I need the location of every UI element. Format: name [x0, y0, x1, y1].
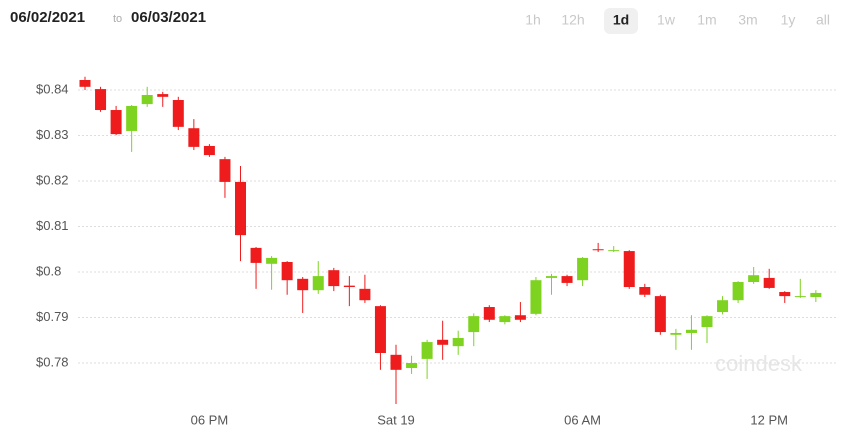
- candle-body: [577, 257, 589, 281]
- x-tick-label: 12 PM: [750, 412, 788, 427]
- y-tick-label: $0.82: [36, 172, 69, 187]
- candle-body: [717, 300, 729, 313]
- candle-body: [592, 249, 604, 251]
- candle-body: [546, 276, 557, 278]
- y-tick-label: $0.78: [36, 354, 69, 369]
- candle-body: [468, 316, 480, 333]
- x-tick-label: Sat 19: [377, 412, 415, 427]
- range-button[interactable]: 3m: [738, 12, 757, 28]
- candle-body: [654, 296, 666, 333]
- candle-body: [374, 306, 386, 353]
- x-tick-label: 06 PM: [191, 412, 229, 427]
- candle-body: [499, 316, 511, 323]
- candle-body: [406, 363, 418, 369]
- candle-body: [748, 275, 760, 283]
- candle-body: [779, 292, 791, 297]
- candle-body: [639, 287, 651, 295]
- candle-body: [235, 181, 246, 236]
- candle-body: [421, 342, 433, 359]
- candle-body: [437, 339, 449, 345]
- x-tick-label: 06 AM: [564, 412, 601, 427]
- y-tick-label: $0.79: [36, 309, 69, 324]
- candle-body: [328, 270, 340, 287]
- candle-body: [281, 261, 293, 281]
- range-button[interactable]: 1y: [781, 12, 796, 28]
- candle-body: [390, 354, 402, 370]
- candle-body: [250, 247, 262, 263]
- y-tick-label: $0.81: [36, 218, 69, 233]
- candle-body: [172, 100, 184, 127]
- candle-body: [794, 296, 806, 298]
- candle-body: [203, 145, 215, 156]
- candle-body: [312, 276, 324, 291]
- candle-body: [670, 332, 682, 335]
- candle-body: [297, 278, 309, 291]
- candle-body: [343, 285, 355, 288]
- candle-body: [95, 89, 107, 111]
- candle-body: [530, 280, 542, 314]
- candle-body: [483, 307, 495, 320]
- candle-body: [514, 315, 526, 320]
- candle-body: [623, 251, 635, 288]
- candle-body: [188, 128, 200, 147]
- candle-body: [219, 159, 231, 182]
- candle-body: [685, 329, 697, 333]
- date-from: 06/02/2021: [10, 9, 85, 26]
- date-to-word: to: [113, 13, 122, 25]
- candle-body: [359, 288, 371, 301]
- range-button[interactable]: 12h: [561, 12, 584, 28]
- y-tick-label: $0.83: [36, 127, 69, 142]
- range-button[interactable]: 1w: [657, 12, 676, 28]
- range-selected-bg: [604, 8, 638, 34]
- candle-body: [732, 282, 744, 301]
- range-button[interactable]: 1h: [525, 12, 541, 28]
- y-tick-label: $0.8: [36, 263, 61, 278]
- candle-body: [810, 292, 822, 298]
- range-button[interactable]: 1d: [613, 12, 629, 28]
- candle-body: [266, 257, 278, 264]
- date-to: 06/03/2021: [131, 9, 206, 26]
- candle-body: [561, 276, 573, 283]
- candle-body: [452, 337, 464, 347]
- range-button[interactable]: all: [816, 12, 830, 28]
- candle-body: [110, 110, 122, 135]
- range-button[interactable]: 1m: [697, 12, 716, 28]
- candle-body: [141, 95, 153, 105]
- candle-body: [701, 316, 713, 328]
- candle-body: [79, 79, 91, 87]
- candle-body: [763, 277, 775, 288]
- candle-body: [157, 94, 169, 97]
- y-tick-label: $0.84: [36, 81, 69, 96]
- candle-body: [608, 250, 620, 252]
- candle-body: [126, 105, 138, 131]
